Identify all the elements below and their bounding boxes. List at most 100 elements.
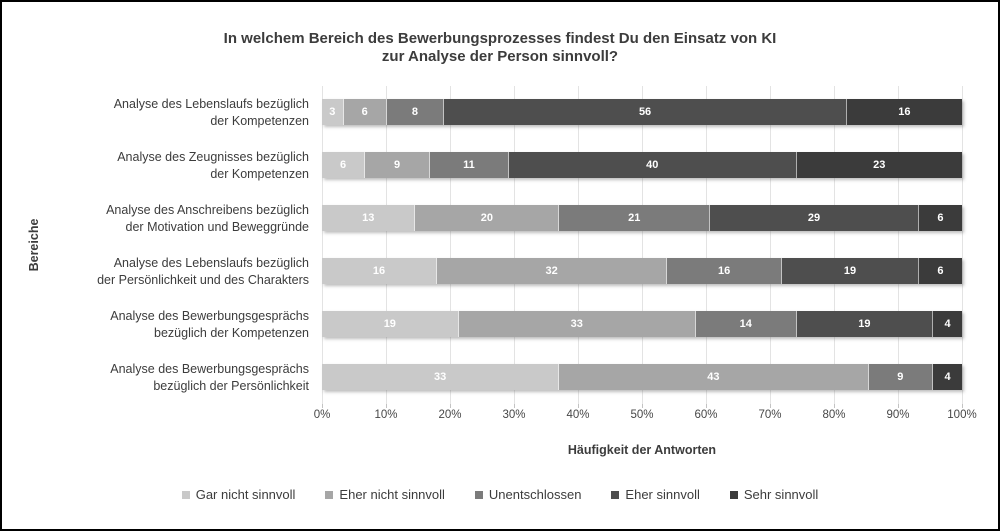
- segment-value-label: 11: [463, 159, 475, 171]
- legend-item: Gar nicht sinnvoll: [181, 487, 296, 502]
- bar-segment: 40: [508, 152, 797, 178]
- bar-stack: 16 32 16 19 6: [322, 258, 962, 284]
- category-label: Analyse des Anschreibens bezüglich der M…: [106, 202, 309, 234]
- bar-row: Analyse des Bewerbungsgesprächs bezüglic…: [2, 298, 962, 351]
- x-tick-label: 50%: [630, 409, 654, 421]
- x-tick-label: 100%: [947, 409, 977, 421]
- axis-tick-mark: [386, 404, 387, 408]
- bar-segment: 8: [386, 99, 445, 125]
- bar-track: 3 6 8 56 16: [322, 86, 962, 139]
- segment-value-label: 19: [383, 318, 396, 330]
- x-tick-label: 40%: [566, 409, 590, 421]
- bar-segment: 11: [429, 152, 509, 178]
- axis-tick-mark: [706, 404, 707, 408]
- title-line-1: In welchem Bereich des Bewerbungsprozess…: [223, 30, 777, 47]
- bar-segment: 23: [796, 152, 962, 178]
- category-label: Analyse des Lebenslaufs bezüglich der Ko…: [113, 96, 309, 128]
- gridline: [962, 86, 963, 404]
- bar-segment: 6: [322, 152, 366, 178]
- gridline: [386, 86, 387, 404]
- segment-value-label: 8: [411, 106, 419, 118]
- bar-segment: 16: [667, 258, 783, 284]
- bar-segment: 16: [846, 99, 962, 125]
- bar-segment: 43: [559, 364, 869, 390]
- gridline: [706, 86, 707, 404]
- legend-swatch: [611, 490, 620, 499]
- legend-item: Sehr sinnvoll: [729, 487, 818, 502]
- legend-item: Unentschlossen: [474, 487, 582, 502]
- bar-segment: 6: [918, 258, 962, 284]
- axis-tick-mark: [770, 404, 771, 408]
- bar-row: Analyse des Zeugnisses bezüglich der Kom…: [2, 139, 962, 192]
- x-tick-label: 30%: [502, 409, 526, 421]
- segment-value-label: 23: [873, 159, 886, 171]
- x-tick-label: 80%: [822, 409, 846, 421]
- segment-value-label: 43: [707, 371, 720, 383]
- segment-value-label: 6: [937, 265, 944, 277]
- gridline: [770, 86, 771, 404]
- legend-item-label: Unentschlossen: [488, 487, 582, 502]
- segment-value-label: 16: [898, 106, 911, 118]
- bar-stack: 3 6 8 56 16: [322, 99, 962, 125]
- segment-value-label: 6: [340, 159, 347, 171]
- bar-segment: 3: [322, 99, 344, 125]
- x-axis-title: Häufigkeit der Antworten: [567, 443, 717, 457]
- bar-segment: 4: [933, 311, 962, 337]
- bar-segment: 14: [695, 311, 797, 337]
- axis-tick-mark: [898, 404, 899, 408]
- bar-segment: 21: [559, 205, 711, 231]
- segment-value-label: 19: [858, 318, 871, 330]
- bar-rows: Analyse des Lebenslaufs bezüglich der Ko…: [2, 86, 962, 404]
- bar-track: 6 9 11 40 23: [322, 139, 962, 192]
- bar-segment: 6: [343, 99, 387, 125]
- legend-swatch: [325, 490, 334, 499]
- gridline: [898, 86, 899, 404]
- bar-segment: 16: [322, 258, 438, 284]
- x-axis-ticks: 0% 10% 20% 30% 40% 50% 60% 70% 80% 90% 100%: [314, 409, 977, 424]
- legend-item-label: Eher nicht sinnvoll: [339, 487, 445, 502]
- axis-tick-mark: [450, 404, 451, 408]
- legend-swatch: [474, 490, 483, 499]
- gridline: [450, 86, 451, 404]
- bar-row: Analyse des Anschreibens bezüglich der M…: [2, 192, 962, 245]
- bar-track: 13 20 21 29 6: [322, 192, 962, 245]
- bar-segment: 29: [710, 205, 919, 231]
- bar-segment: 6: [918, 205, 962, 231]
- bar-segment: 4: [933, 364, 962, 390]
- segment-value-label: 33: [570, 318, 583, 330]
- segment-value-label: 40: [646, 159, 659, 171]
- x-tick-label: 60%: [694, 409, 718, 421]
- segment-value-label: 29: [807, 212, 821, 224]
- bar-segment: 20: [415, 205, 560, 231]
- bar-track: 16 32 16 19 6: [322, 245, 962, 298]
- x-tick-label: 20%: [438, 409, 462, 421]
- axis-tick-mark: [642, 404, 643, 408]
- axis-tick-mark: [962, 404, 963, 408]
- bar-segment: 9: [365, 152, 430, 178]
- gridline: [578, 86, 579, 404]
- bar-track: 19 33 14 19 4: [322, 298, 962, 351]
- bar-segment: 19: [796, 311, 934, 337]
- bar-row: Analyse des Lebenslaufs bezüglich der Ko…: [2, 86, 962, 139]
- segment-value-label: 6: [937, 212, 944, 224]
- bar-stack: 33 43 9 4: [322, 364, 962, 390]
- bar-segment: 33: [322, 364, 560, 390]
- segment-value-label: 32: [545, 265, 558, 277]
- segment-value-label: 33: [434, 371, 447, 383]
- bar-stack: 13 20 21 29 6: [322, 205, 962, 231]
- bar-row: Analyse des Bewerbungsgesprächs bezüglic…: [2, 351, 962, 404]
- segment-value-label: 14: [739, 318, 752, 330]
- axis-tick-mark: [322, 404, 323, 408]
- segment-value-label: 3: [329, 106, 336, 118]
- segment-value-label: 9: [897, 371, 904, 383]
- gridline: [834, 86, 835, 404]
- segment-value-label: 16: [718, 265, 731, 277]
- bar-segment: 13: [322, 205, 416, 231]
- axis-tick-mark: [514, 404, 515, 408]
- x-tick-label: 90%: [886, 409, 910, 421]
- x-tick-label: 0%: [313, 409, 331, 421]
- gridline: [322, 86, 323, 404]
- legend-item-label: Gar nicht sinnvoll: [195, 487, 296, 502]
- segment-value-label: 4: [944, 318, 951, 330]
